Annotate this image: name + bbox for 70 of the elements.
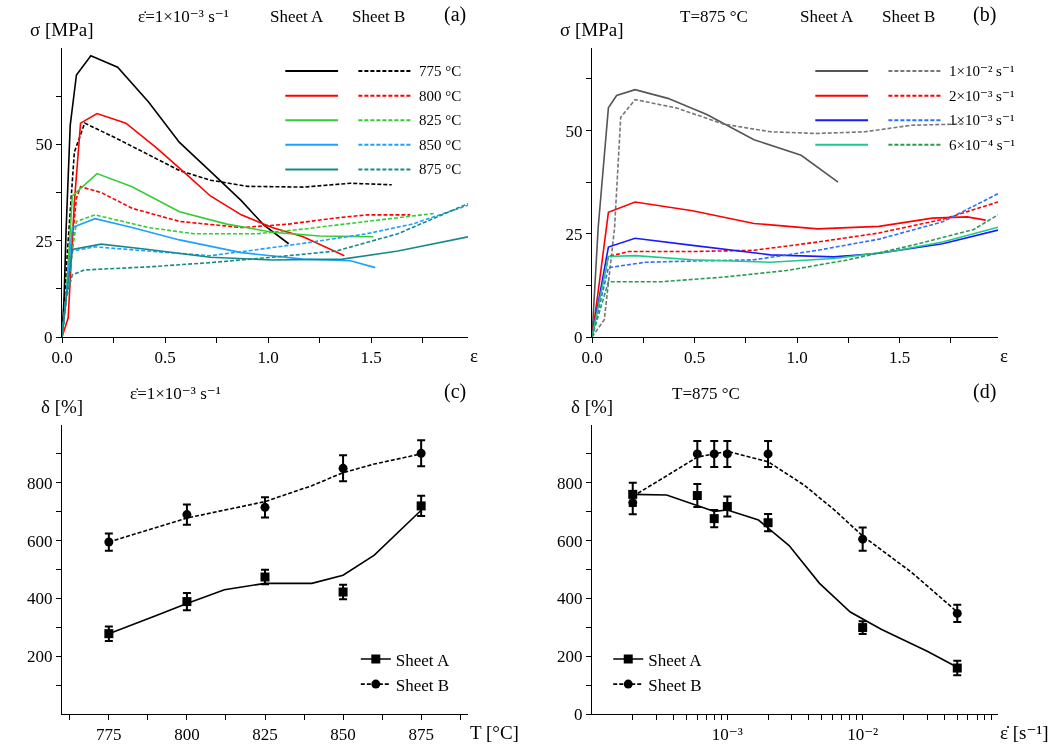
y-tick-label: 50 — [35, 135, 53, 155]
y-tick-label: 0 — [574, 704, 583, 724]
y-tick-label: 800 — [557, 473, 583, 493]
legend-label: 1×10⁻² s⁻¹ — [949, 63, 1015, 79]
x-tick-label: 10⁻³ — [711, 725, 743, 745]
y-tick-label: 600 — [557, 531, 583, 551]
x-tick-label: 1.0 — [257, 348, 279, 368]
point — [416, 448, 426, 458]
legend-label: 850 °C — [419, 137, 462, 153]
point — [416, 501, 426, 511]
legend-label: 1×10⁻³ s⁻¹ — [949, 112, 1015, 128]
text: Sheet B — [352, 7, 406, 26]
y-tick-label: 400 — [27, 589, 53, 609]
text: (a) — [444, 3, 467, 26]
legend-label: Sheet B — [648, 675, 702, 695]
text: T=875 °C — [672, 384, 740, 403]
y-tick-label: 800 — [27, 473, 53, 493]
y-axis-title: δ [%] — [41, 396, 84, 417]
x-tick-label: 10⁻² — [847, 725, 879, 745]
legend-label: 825 °C — [419, 112, 462, 128]
point — [260, 572, 270, 582]
x-tick-label: 0.5 — [154, 348, 176, 368]
text: (c) — [444, 380, 467, 403]
legend-label: 875 °C — [419, 161, 462, 177]
x-tick-label: 825 — [252, 725, 278, 745]
x-axis-title: T [°C] — [470, 722, 519, 743]
y-tick-label: 50 — [565, 121, 583, 141]
text: Sheet A — [270, 7, 325, 26]
y-tick-label: 0 — [44, 327, 53, 347]
y-tick-label: 200 — [27, 647, 53, 667]
point — [104, 629, 114, 639]
text: (d) — [973, 380, 997, 403]
x-tick-label: 850 — [330, 725, 356, 745]
y-tick-label: 25 — [35, 231, 53, 251]
x-tick-label: 875 — [408, 725, 434, 745]
x-tick-label: 0.0 — [51, 348, 73, 368]
text: T=875 °C — [680, 7, 748, 26]
legend-label: Sheet A — [648, 650, 703, 670]
legend-label: Sheet A — [395, 650, 450, 670]
x-tick-label: 1.0 — [786, 348, 808, 368]
text: (b) — [973, 3, 997, 26]
text: ε̇=1×10⁻³ s⁻¹ — [130, 384, 221, 403]
x-axis-title: ε — [470, 345, 478, 366]
y-tick-label: 25 — [565, 224, 583, 244]
text: ε̇=1×10⁻³ s⁻¹ — [138, 7, 229, 26]
text: Sheet A — [800, 7, 855, 26]
y-axis-title: δ [%] — [571, 396, 614, 417]
x-tick-label: 0.5 — [683, 348, 706, 368]
x-tick-label: 1.5 — [888, 348, 911, 368]
y-axis-title: σ [MPa] — [560, 19, 624, 40]
legend-label: 2×10⁻³ s⁻¹ — [949, 88, 1015, 104]
y-axis-title: σ [MPa] — [30, 19, 94, 40]
x-axis-title: ε — [1000, 345, 1008, 366]
y-tick-label: 600 — [27, 531, 53, 551]
legend-label: 800 °C — [419, 88, 462, 104]
point — [338, 463, 348, 473]
x-tick-label: 775 — [96, 725, 122, 745]
x-tick-label: 0.0 — [581, 348, 603, 368]
x-axis-title: ε̇ [s⁻¹] — [1000, 722, 1049, 743]
legend-label: 6×10⁻⁴ s⁻¹ — [949, 137, 1016, 153]
y-tick-label: 0 — [574, 327, 583, 347]
text: Sheet B — [882, 7, 936, 26]
point — [338, 587, 348, 597]
legend-label: Sheet B — [395, 675, 450, 695]
x-tick-label: 800 — [174, 725, 200, 745]
x-tick-label: 1.5 — [360, 348, 382, 368]
legend-label: 775 °C — [419, 63, 462, 79]
y-tick-label: 400 — [557, 589, 583, 609]
point — [260, 502, 270, 512]
y-tick-label: 200 — [557, 647, 583, 667]
